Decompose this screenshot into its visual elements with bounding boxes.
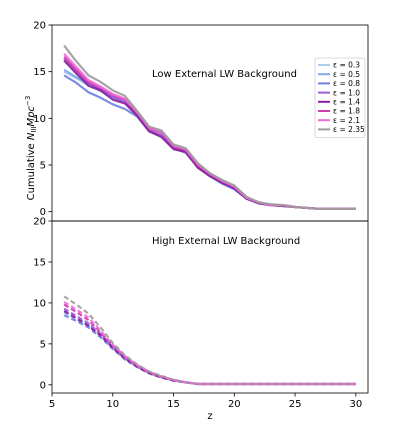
legend: ε = 0.3ε = 0.5ε = 0.8ε = 1.0ε = 1.4ε = 1… — [314, 57, 366, 138]
legend-entry-label: ε = 0.8 — [333, 79, 360, 88]
x-tick-label: 10 — [106, 399, 119, 410]
y-tick-label: 5 — [40, 339, 46, 350]
y-tick-label: 15 — [33, 67, 46, 78]
legend-entry-label: ε = 2.1 — [333, 116, 360, 125]
x-tick-label: 20 — [228, 399, 241, 410]
legend-box — [314, 57, 366, 138]
y-tick-label: 10 — [33, 114, 46, 125]
top-panel: 0 5 10 15 20 Low External LW Background Cumu… — [24, 21, 369, 222]
y-axis-label-main: Cumulative — [26, 140, 37, 200]
top-panel-series-layer — [63, 44, 356, 210]
legend-entry-label: ε = 2.35 — [333, 125, 365, 134]
x-tick-label: 30 — [349, 399, 362, 410]
x-axis-label: z — [207, 411, 212, 422]
series-line-low-7 — [63, 44, 356, 210]
bottom-panel-series-layer — [63, 295, 356, 386]
legend-entry-label: ε = 0.5 — [333, 70, 360, 79]
y-axis-label-unit: Mpc — [26, 105, 37, 126]
x-tick-label: 25 — [289, 399, 302, 410]
y-tick-label: 20 — [33, 217, 46, 228]
x-tick-label: 5 — [49, 399, 55, 410]
y-tick-label: 10 — [33, 298, 46, 309]
y-tick-label: 0 — [40, 207, 46, 218]
legend-entry-label: ε = 1.4 — [333, 98, 360, 107]
y-axis-label-symbol: N — [26, 132, 37, 140]
y-tick-label: 15 — [33, 257, 46, 268]
legend-entry-label: ε = 1.8 — [333, 107, 360, 116]
bottom-panel-title: High External LW Background — [152, 236, 300, 247]
legend-entry-label: ε = 0.3 — [333, 61, 360, 70]
x-tick-label: 15 — [167, 399, 180, 410]
y-tick-label: 20 — [33, 21, 46, 32]
y-tick-label: 5 — [40, 161, 46, 172]
top-panel-ticks: 0 5 10 15 20 — [33, 21, 52, 218]
bottom-panel-frame — [51, 220, 369, 394]
series-line-high-6 — [63, 301, 356, 386]
y-axis-label: Cumulative NIIIMpc−3 — [24, 96, 38, 201]
series-line-high-7 — [63, 295, 356, 386]
y-axis-label-subscript: III — [30, 126, 38, 132]
y-tick-label: 0 — [40, 380, 46, 391]
top-panel-title: Low External LW Background — [152, 69, 297, 80]
series-line-high-2 — [63, 314, 356, 386]
y-axis-label-exponent: −3 — [24, 96, 32, 106]
legend-entry-label: ε = 1.0 — [333, 88, 360, 97]
